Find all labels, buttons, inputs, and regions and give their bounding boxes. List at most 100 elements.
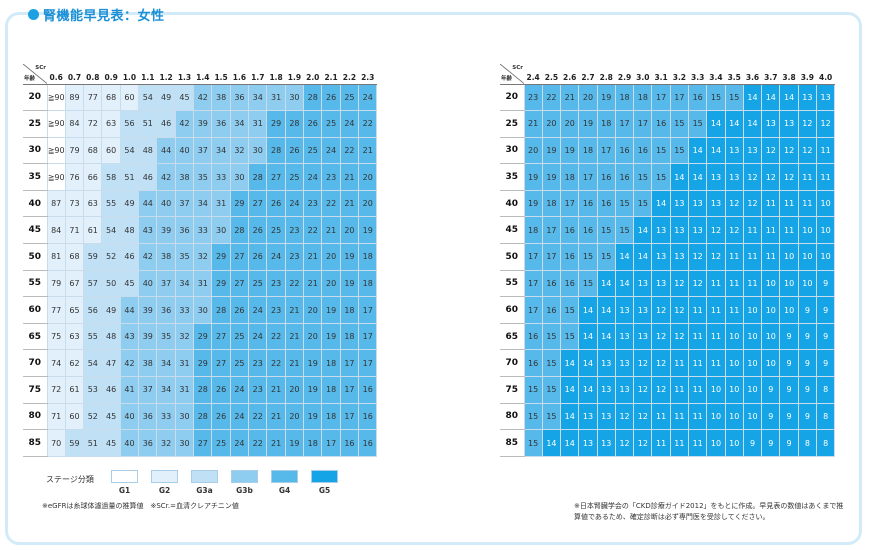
egfr-cell: 57 xyxy=(83,269,103,298)
egfr-cell: 42 xyxy=(138,243,158,271)
egfr-cell: 14 xyxy=(651,189,671,218)
egfr-cell: 11 xyxy=(669,376,690,404)
age-header: 55 xyxy=(500,270,524,298)
legend-swatch-g3a xyxy=(191,470,218,483)
egfr-cell: 15 xyxy=(633,163,653,191)
egfr-cell: 33 xyxy=(193,216,213,245)
egfr-cell: 17 xyxy=(560,189,580,218)
scr-header: 3.0 xyxy=(633,64,652,85)
egfr-cell: 16 xyxy=(578,189,598,218)
egfr-cell: 26 xyxy=(266,189,286,218)
table-row: 45 18 17 16 16 15 15 14 13 13 13 12 12 11 11 11 10 10 xyxy=(500,216,836,245)
scr-header: 4.0 xyxy=(816,64,835,85)
egfr-cell: 20 xyxy=(303,296,323,324)
table-row: 40 19 18 17 16 16 15 15 14 13 13 13 12 12 11 11 11 10 xyxy=(500,189,836,218)
egfr-cell: 72 xyxy=(83,110,103,138)
age-header: 65 xyxy=(500,323,524,351)
egfr-cell: 34 xyxy=(156,376,176,404)
egfr-cell: 15 xyxy=(651,163,671,191)
egfr-cell: 45 xyxy=(101,429,121,457)
egfr-cell: 16 xyxy=(560,269,580,298)
egfr-cell: 15 xyxy=(541,322,562,351)
egfr-cell: 30 xyxy=(229,163,250,191)
egfr-cell: 15 xyxy=(560,322,580,351)
egfr-cell: 11 xyxy=(651,402,671,431)
egfr-cell: 27 xyxy=(211,349,231,378)
table-row: 65 16 15 15 14 14 13 13 12 12 11 11 10 10 10 9 9 9 xyxy=(500,322,836,351)
scr-header: 2.4 xyxy=(524,64,543,85)
egfr-cell: 22 xyxy=(284,269,305,298)
egfr-cell: 13 xyxy=(614,296,635,324)
scr-header: 1.5 xyxy=(211,64,231,85)
egfr-cell: 43 xyxy=(138,216,158,245)
egfr-cell: 28 xyxy=(266,136,286,165)
egfr-cell: 25 xyxy=(211,429,231,457)
egfr-cell: 16 xyxy=(688,83,708,112)
scr-header: 1.7 xyxy=(248,64,267,85)
egfr-cell: 10 xyxy=(797,243,818,271)
egfr-cell: 12 xyxy=(688,243,708,271)
egfr-cell: 40 xyxy=(119,402,140,431)
egfr-cell: 9 xyxy=(815,269,836,298)
egfr-cell: 18 xyxy=(339,296,360,324)
egfr-cell: 41 xyxy=(119,376,140,404)
egfr-cell: 31 xyxy=(193,269,213,298)
egfr-cell: 34 xyxy=(174,269,195,298)
egfr-cell: 19 xyxy=(284,429,305,457)
egfr-cell: 13 xyxy=(669,216,690,245)
egfr-cell: 28 xyxy=(303,83,323,112)
egfr-cell: 18 xyxy=(321,349,341,378)
egfr-cell: 10 xyxy=(815,216,836,245)
age-header: 60 xyxy=(500,296,524,324)
egfr-cell: 34 xyxy=(156,349,176,378)
egfr-cell: 31 xyxy=(211,189,231,218)
egfr-cell: 16 xyxy=(560,216,580,245)
egfr-cell: 12 xyxy=(706,216,726,245)
scr-header: 2.5 xyxy=(542,64,561,85)
egfr-cell: 17 xyxy=(578,163,598,191)
scr-header: 3.1 xyxy=(651,64,671,85)
age-header: 45 xyxy=(23,216,47,245)
egfr-cell: 29 xyxy=(193,322,213,351)
egfr-cell: 13 xyxy=(596,402,616,431)
egfr-cell: 29 xyxy=(211,269,231,298)
table-row: 60 17 16 15 14 14 13 13 12 12 11 11 11 10 10 10 9 9 xyxy=(500,296,836,324)
egfr-cell: 12 xyxy=(742,163,763,191)
egfr-cell: 19 xyxy=(560,136,580,165)
egfr-cell: 12 xyxy=(651,349,671,378)
egfr-cell: 11 xyxy=(797,189,818,218)
egfr-cell: 11 xyxy=(651,429,671,457)
egfr-cell: 21 xyxy=(560,83,580,112)
egfr-cell: 31 xyxy=(248,110,268,138)
egfr-cell: 16 xyxy=(651,110,671,138)
egfr-cell: 15 xyxy=(578,269,598,298)
egfr-cell: 19 xyxy=(339,243,360,271)
egfr-cell: 13 xyxy=(633,269,653,298)
egfr-cell: 22 xyxy=(303,216,323,245)
age-header: 30 xyxy=(500,137,524,165)
age-header: 55 xyxy=(23,270,47,298)
egfr-cell: 11 xyxy=(797,163,818,191)
egfr-cell: 28 xyxy=(193,402,213,431)
egfr-cell: 36 xyxy=(138,429,158,457)
egfr-cell: 10 xyxy=(797,216,818,245)
egfr-cell: 16 xyxy=(358,402,378,431)
egfr-cell: 17 xyxy=(651,83,671,112)
egfr-cell: 42 xyxy=(119,349,140,378)
egfr-cell: 17 xyxy=(358,296,378,324)
egfr-cell: 19 xyxy=(523,163,543,191)
egfr-cell: 17 xyxy=(321,429,341,457)
egfr-cell: 18 xyxy=(321,402,341,431)
egfr-cell: 20 xyxy=(321,243,341,271)
egfr-cell: 18 xyxy=(321,376,341,404)
egfr-cell: 10 xyxy=(742,349,763,378)
egfr-cell: 19 xyxy=(321,322,341,351)
table-row: 80 15 15 14 13 13 12 12 11 11 11 10 10 10 9 9 9 8 xyxy=(500,402,836,431)
egfr-cell: 14 xyxy=(706,110,726,138)
egfr-cell: 17 xyxy=(523,269,543,298)
egfr-cell: 22 xyxy=(248,402,268,431)
scr-header: 1.3 xyxy=(175,64,194,85)
scr-header: 1.2 xyxy=(156,64,176,85)
egfr-cell: 14 xyxy=(578,296,598,324)
scr-header: 0.6 xyxy=(47,64,66,85)
